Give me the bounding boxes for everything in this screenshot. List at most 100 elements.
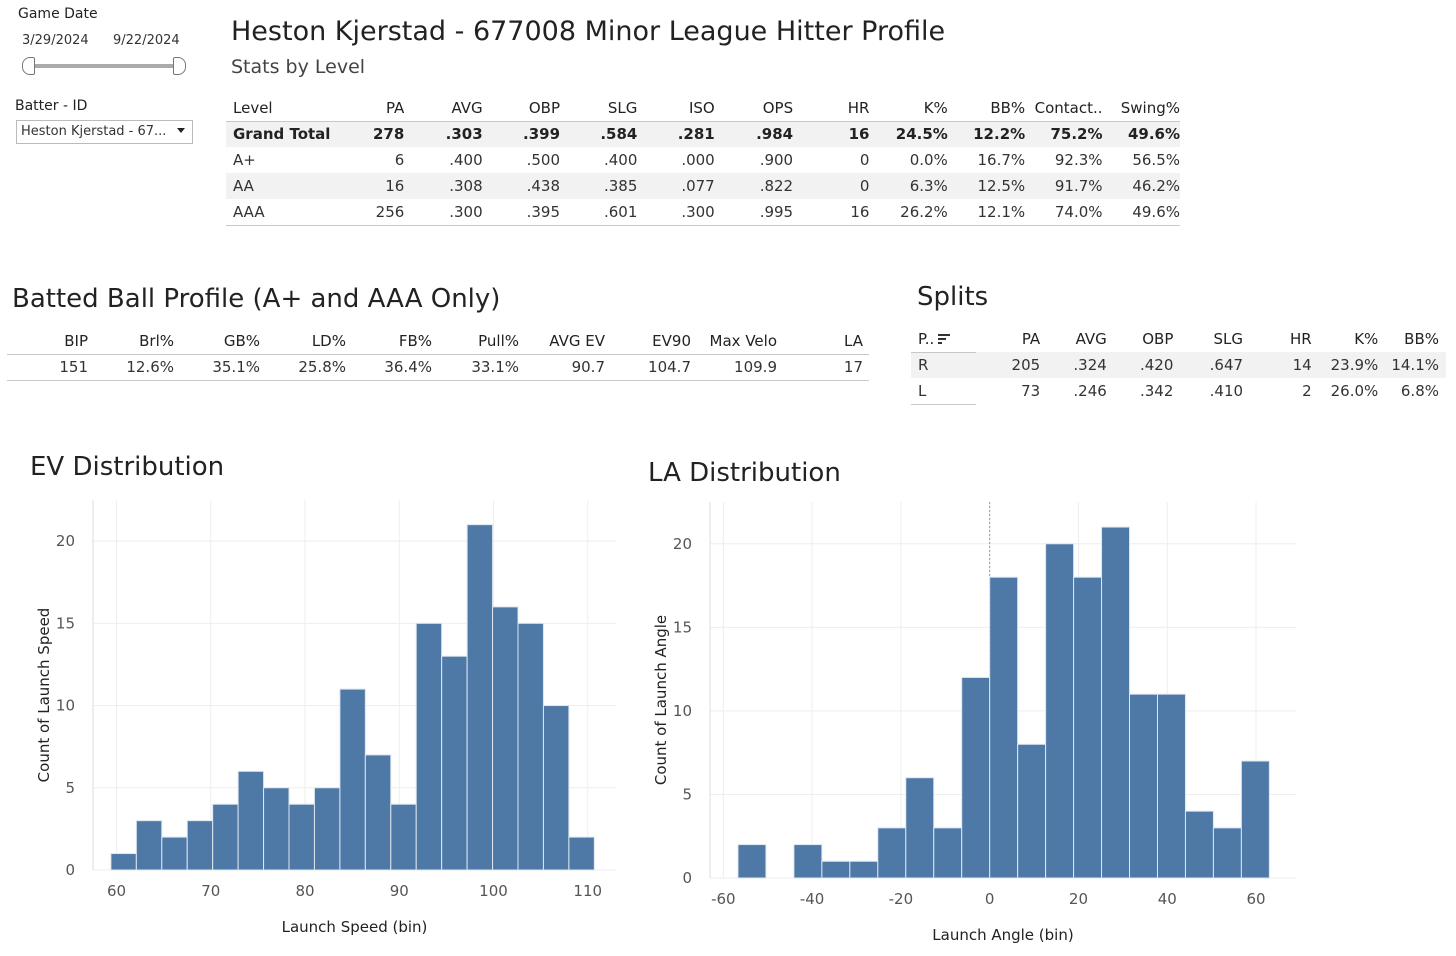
table-cell: 12.5% (947, 173, 1026, 199)
chevron-down-icon[interactable] (177, 128, 185, 133)
table-cell: 24.5% (869, 121, 948, 147)
table-cell: 0 (793, 173, 870, 199)
column-header[interactable]: PA (330, 95, 405, 122)
batter-dropdown-value: Heston Kjerstad - 67... (21, 124, 167, 139)
table-cell: 46.2% (1102, 173, 1180, 199)
date-start-value[interactable]: 3/29/2024 (22, 33, 89, 48)
column-header[interactable]: OBP (1142, 330, 1174, 348)
column-header[interactable]: Swing% (1102, 95, 1180, 122)
table-row[interactable]: Grand Total 278 .303 .399 .584 .281 .984… (226, 121, 1180, 147)
column-header[interactable]: K% (1354, 330, 1379, 348)
la-histogram-bar (737, 844, 767, 879)
column-header[interactable]: HR (1289, 330, 1312, 348)
batter-dropdown[interactable]: Heston Kjerstad - 67... (16, 120, 193, 144)
ev-y-tick-label: 15 (56, 614, 75, 632)
table-row[interactable]: AA 16 .308 .438 .385 .077 .822 0 6.3% 12… (226, 173, 1180, 199)
table-cell: 56.5% (1132, 151, 1180, 169)
page-subtitle: Stats by Level (231, 56, 366, 78)
column-header[interactable]: Contact.. (1025, 95, 1103, 122)
column-header[interactable]: BB% (1404, 330, 1439, 348)
date-end-value[interactable]: 9/22/2024 (113, 33, 180, 48)
table-cell: 205 (975, 352, 1041, 378)
ev-histogram-bar (568, 836, 595, 871)
la-x-tick-label: 40 (1158, 890, 1177, 908)
la-histogram-bar (1073, 576, 1103, 879)
table-cell: 256 (330, 199, 405, 226)
table-cell: .000 (681, 151, 715, 169)
column-header[interactable]: EV90 (605, 328, 691, 355)
date-range-slider[interactable] (22, 56, 186, 76)
la-x-tick-label: -40 (800, 890, 825, 908)
la-x-tick-label: 60 (1246, 890, 1265, 908)
column-header[interactable]: Level (226, 95, 331, 122)
column-header[interactable]: BB% (947, 95, 1026, 122)
la-x-axis-label: Launch Angle (bin) (932, 926, 1073, 944)
table-row[interactable]: AAA 256 .300 .395 .601 .300 .995 16 26.2… (226, 199, 1180, 226)
la-histogram-bar (1129, 693, 1158, 879)
table-cell: 104.7 (605, 354, 691, 381)
table-cell: .601 (560, 199, 638, 226)
column-header[interactable]: AVG (404, 95, 483, 122)
table-cell: 151 (7, 354, 88, 381)
column-header[interactable]: Pull% (432, 328, 519, 355)
slider-end-handle[interactable] (173, 57, 186, 75)
column-header[interactable]: AVG EV (519, 328, 605, 355)
column-header[interactable]: Max Velo (691, 328, 777, 355)
ev-y-axis-label: Count of Launch Speed (35, 608, 53, 783)
ev-x-tick-label: 80 (295, 882, 314, 900)
table-row[interactable]: R 205 .324 .420 .647 14 23.9% 14.1% (911, 352, 1446, 378)
column-header[interactable]: BIP (7, 328, 88, 355)
table-cell: 12.6% (88, 354, 174, 381)
table-cell: .300 (404, 199, 483, 226)
column-header[interactable]: GB% (174, 328, 260, 355)
ev-x-tick-label: 70 (201, 882, 220, 900)
table-cell: 2 (1302, 382, 1312, 400)
la-histogram-bar (1045, 543, 1075, 879)
table-row[interactable]: A+ 6 .400 .500 .400 .000 .900 0 0.0% 16.… (226, 147, 1180, 173)
column-header[interactable]: SLG (560, 95, 638, 122)
table-cell: A+ (233, 151, 256, 169)
la-x-tick-label: 20 (1069, 890, 1088, 908)
sort-icon[interactable] (938, 334, 951, 345)
table-cell: 6 (394, 151, 405, 169)
ev-histogram-bar (186, 820, 214, 871)
table-cell: .399 (482, 121, 561, 147)
ev-histogram-bar (212, 803, 239, 871)
table-header-row: BIP Brl% GB% LD% FB% Pull% AVG EV EV90 M… (7, 328, 869, 355)
column-header[interactable]: SLG (1213, 330, 1244, 348)
table-cell: .303 (404, 121, 483, 147)
la-x-tick-label: 0 (985, 890, 995, 908)
la-y-tick-label: 0 (682, 869, 692, 887)
batted-ball-table: BIP Brl% GB% LD% FB% Pull% AVG EV EV90 M… (7, 328, 869, 381)
column-header-pitcher-hand[interactable]: P.. (911, 326, 976, 353)
la-histogram-bar (1240, 760, 1270, 879)
ev-histogram-bar (263, 787, 290, 871)
table-cell: .822 (714, 173, 794, 199)
ev-histogram-bar (517, 622, 544, 871)
column-header[interactable]: OPS (714, 95, 794, 122)
column-header[interactable]: PA (1021, 330, 1041, 348)
column-header[interactable]: LD% (260, 328, 346, 355)
table-row[interactable]: L 73 .246 .342 .410 2 26.0% 6.8% (911, 378, 1446, 405)
table-cell: 0.0% (909, 151, 948, 169)
table-cell: 17 (777, 354, 869, 381)
slider-start-handle[interactable] (22, 57, 35, 75)
stats-by-level-table: Level PA AVG OBP SLG ISO OPS HR K% BB% C… (226, 95, 1180, 226)
column-header[interactable]: ISO (637, 95, 715, 122)
column-header[interactable]: K% (869, 95, 948, 122)
la-histogram-bar (1212, 827, 1242, 879)
column-header[interactable]: Brl% (88, 328, 174, 355)
column-header[interactable]: FB% (346, 328, 432, 355)
ev-histogram-bar (135, 820, 163, 871)
column-header[interactable]: AVG (1075, 330, 1107, 348)
column-header[interactable]: LA (777, 328, 869, 355)
table-cell: R (911, 352, 976, 378)
slider-track[interactable] (32, 64, 176, 68)
column-header[interactable]: OBP (482, 95, 561, 122)
table-cell: 73 (1021, 382, 1041, 400)
column-header[interactable]: HR (793, 95, 870, 122)
table-row[interactable]: 151 12.6% 35.1% 25.8% 36.4% 33.1% 90.7 1… (7, 354, 869, 381)
table-cell: .385 (560, 173, 638, 199)
